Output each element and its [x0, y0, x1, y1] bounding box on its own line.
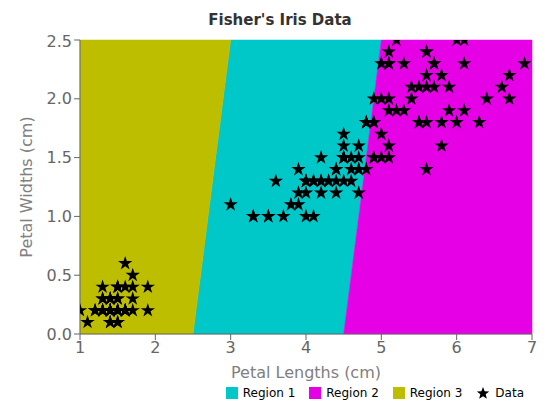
- svg-text:4: 4: [301, 338, 311, 357]
- svg-text:5: 5: [376, 338, 386, 357]
- html-text:Region 1: Region 1: [242, 386, 296, 400]
- svg-text:2.0: 2.0: [47, 89, 72, 108]
- svg-text:Petal Lengths (cm): Petal Lengths (cm): [231, 363, 381, 382]
- html-text:Region 3: Region 3: [409, 386, 463, 400]
- svg-text:7: 7: [527, 338, 537, 357]
- svg-text:2.5: 2.5: [47, 32, 72, 51]
- svg-text:1: 1: [75, 338, 85, 357]
- html-text:Region 2: Region 2: [326, 386, 379, 400]
- svg-text:0.5: 0.5: [47, 266, 72, 285]
- svg-text:3: 3: [226, 338, 236, 357]
- html-text:Data: Data: [495, 386, 524, 400]
- svg-text:6: 6: [452, 338, 462, 357]
- svg-text:Petal Widths (cm): Petal Widths (cm): [17, 116, 36, 257]
- svg-text:1.5: 1.5: [47, 148, 72, 167]
- svg-text:0.0: 0.0: [47, 325, 72, 344]
- svg-text:2: 2: [150, 338, 160, 357]
- svg-text:1.0: 1.0: [47, 207, 72, 226]
- html-text:Fisher's Iris Data: Fisher's Iris Data: [208, 11, 352, 29]
